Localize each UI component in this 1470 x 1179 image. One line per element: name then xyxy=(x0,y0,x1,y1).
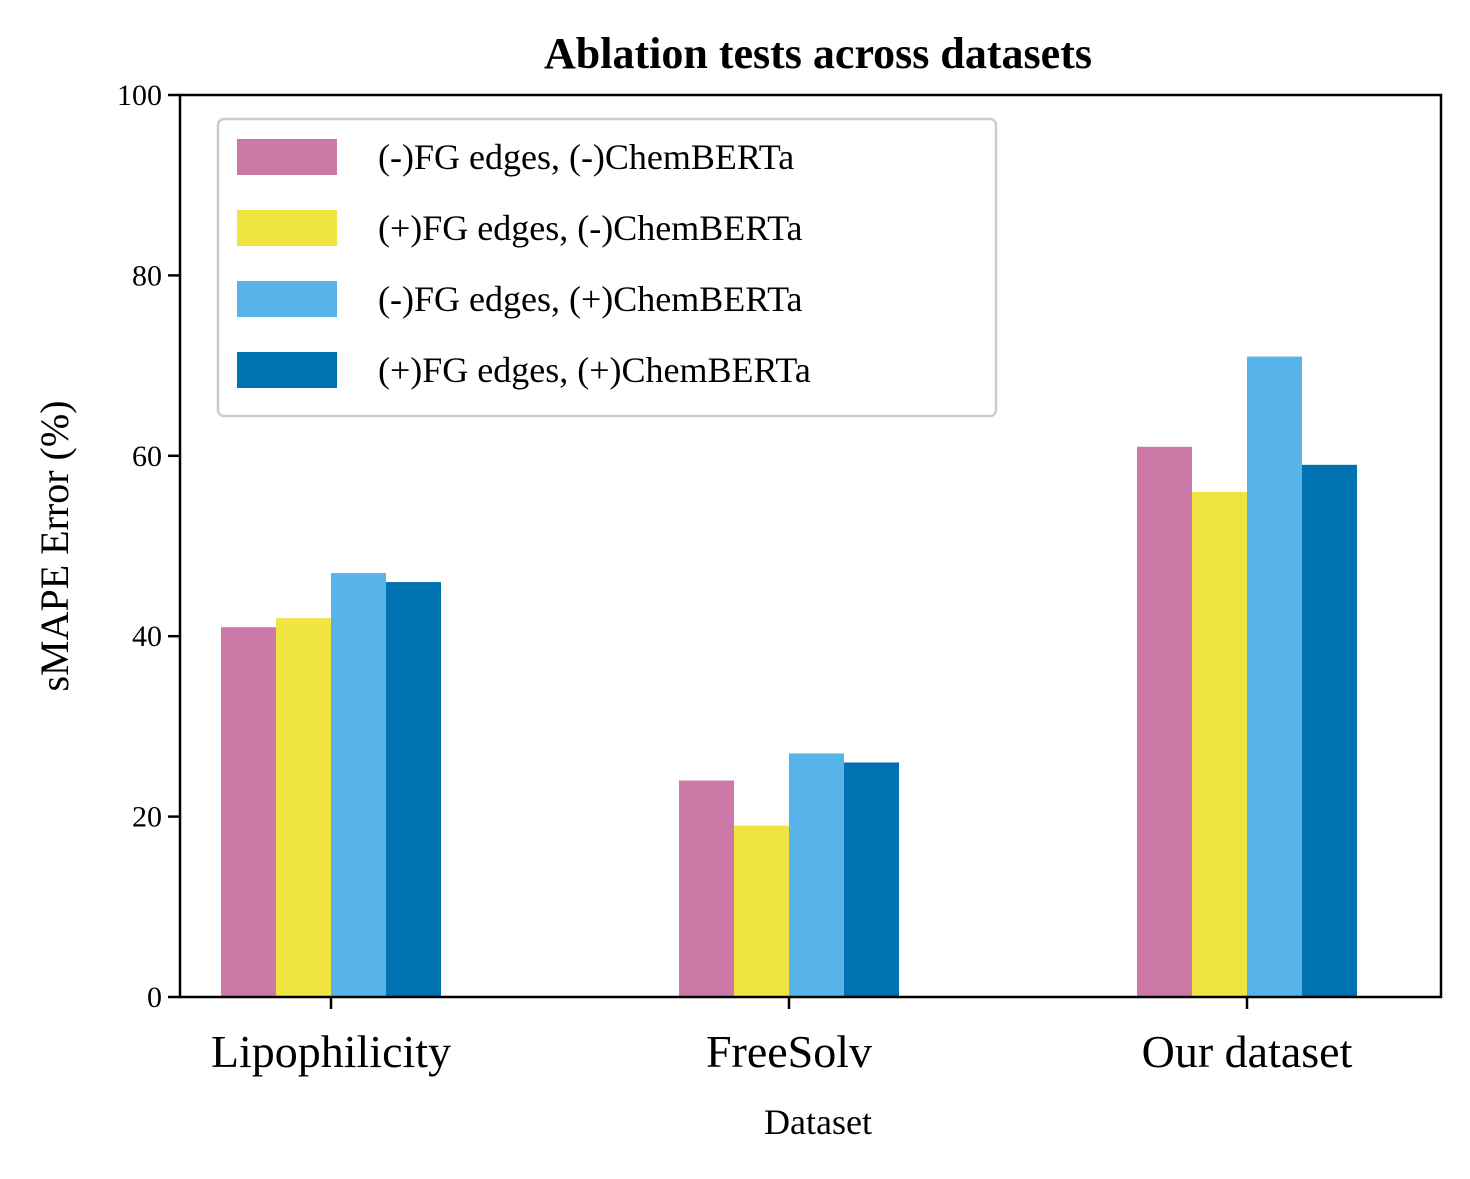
x-tick-label: FreeSolv xyxy=(706,1026,872,1077)
legend-box xyxy=(216,117,998,418)
y-tick-label: 80 xyxy=(132,259,162,292)
x-tick-label: Our dataset xyxy=(1142,1026,1353,1077)
y-tick-label: 60 xyxy=(132,440,162,473)
bar-series-3-0 xyxy=(331,573,386,997)
y-tick-label: 0 xyxy=(147,981,162,1014)
legend-label-2: (+)FG edges, (-)ChemBERTa xyxy=(378,208,803,248)
bar-series-1-1 xyxy=(679,780,734,997)
bar-series-4-1 xyxy=(844,762,899,997)
legend: (-)FG edges, (-)ChemBERTa (+)FG edges, (-… xyxy=(216,117,998,418)
x-axis-label: Dataset xyxy=(764,1102,872,1142)
legend-swatch-2 xyxy=(237,210,337,246)
x-tick-label: Lipophilicity xyxy=(211,1026,451,1077)
chart-title: Ablation tests across datasets xyxy=(544,29,1092,78)
bar-series-2-1 xyxy=(734,825,789,997)
legend-label-3: (-)FG edges, (+)ChemBERTa xyxy=(378,279,803,319)
y-axis: 0 20 40 60 80 100 xyxy=(117,79,180,1014)
legend-label-4: (+)FG edges, (+)ChemBERTa xyxy=(378,350,811,390)
bar-series-3-1 xyxy=(789,753,844,997)
bar-series-3-2 xyxy=(1247,356,1302,998)
bar-series-4-2 xyxy=(1302,464,1357,997)
bar-series-1-0 xyxy=(221,627,276,997)
y-tick-label: 40 xyxy=(132,620,162,653)
legend-swatch-1 xyxy=(237,139,337,175)
legend-swatch-4 xyxy=(237,352,337,388)
bars-group xyxy=(221,356,1357,998)
bar-series-2-0 xyxy=(276,618,331,997)
plot-frame xyxy=(178,93,1443,999)
y-tick-label: 100 xyxy=(117,79,162,112)
bar-series-2-2 xyxy=(1192,491,1247,997)
bar-series-4-0 xyxy=(386,582,441,997)
y-tick-label: 20 xyxy=(132,801,162,834)
x-axis: Lipophilicity FreeSolv Our dataset xyxy=(211,997,1353,1077)
bar-series-1-2 xyxy=(1137,446,1192,997)
legend-swatch-3 xyxy=(237,281,337,317)
legend-label-1: (-)FG edges, (-)ChemBERTa xyxy=(378,137,794,177)
y-axis-label: sMAPE Error (%) xyxy=(32,400,77,691)
